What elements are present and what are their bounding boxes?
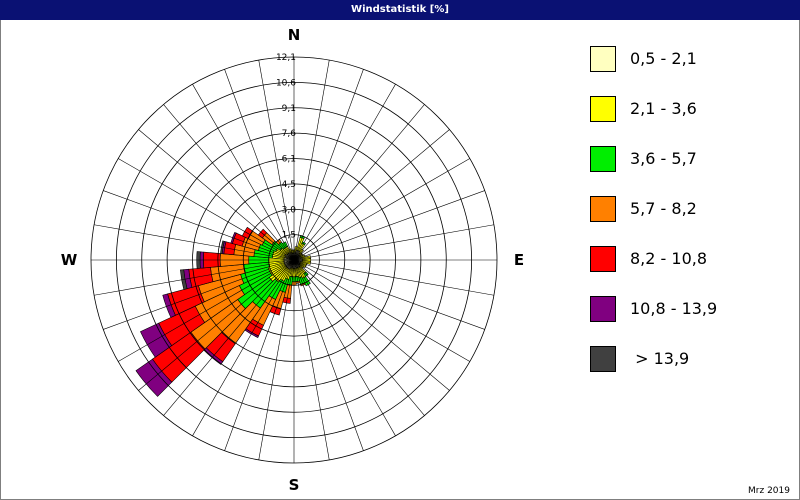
legend-label: 3,6 - 5,7	[630, 149, 697, 168]
grid-spoke	[163, 259, 295, 416]
radial-tick-labels: 1,5 3,0 4,5 6,1 7,6 9,1 10,6 12,1	[276, 53, 296, 241]
grid-spoke	[94, 259, 295, 296]
legend-swatch	[590, 46, 616, 72]
grid-spoke	[293, 60, 330, 261]
radial-tick-label: 1,5	[282, 231, 296, 241]
grid-spoke	[224, 259, 295, 451]
grid-spoke	[293, 224, 494, 261]
grid-spoke	[293, 69, 364, 261]
grid-spoke	[103, 190, 295, 261]
legend-label: 8,2 - 10,8	[630, 249, 708, 268]
legend-swatch	[590, 296, 616, 322]
legend-swatch	[590, 96, 616, 122]
grid-spoke	[293, 259, 396, 436]
polar-grid	[90, 56, 498, 464]
legend-item: 5,7 - 8,2	[590, 196, 790, 224]
legend-item: 2,1 - 3,6	[590, 96, 790, 124]
grid-spoke	[293, 259, 425, 416]
grid-spoke	[293, 259, 485, 330]
grid-spoke	[293, 158, 470, 261]
direction-label-e: E	[514, 251, 524, 269]
grid-spoke	[138, 259, 295, 391]
grid-spoke	[258, 60, 295, 261]
legend-item: 0,5 - 2,1	[590, 46, 790, 74]
radial-tick-label: 12,1	[276, 53, 296, 63]
grid-spoke	[224, 69, 295, 261]
radial-tick-label: 3,0	[282, 205, 297, 215]
legend-swatch	[590, 246, 616, 272]
radial-tick-label: 6,1	[282, 155, 296, 165]
legend-swatch	[590, 346, 616, 372]
grid-spoke	[293, 190, 485, 261]
legend-label: 10,8 - 13,9	[630, 299, 718, 318]
legend-item: 3,6 - 5,7	[590, 146, 790, 174]
grid-spoke	[192, 259, 295, 436]
radial-tick-label: 9,1	[282, 104, 296, 114]
grid-spoke	[293, 259, 330, 460]
grid-spoke	[258, 259, 295, 460]
direction-label-n: N	[288, 26, 301, 44]
legend-swatch	[590, 196, 616, 222]
legend-item: 8,2 - 10,8	[590, 246, 790, 274]
grid-spoke	[103, 259, 295, 330]
grid-spoke	[163, 104, 295, 261]
footnote: Mrz 2019	[748, 486, 790, 496]
wind-wedge	[140, 322, 173, 358]
grid-spoke	[118, 158, 295, 261]
grid-spoke	[293, 259, 364, 451]
legend-label: 5,7 - 8,2	[630, 199, 697, 218]
grid-spoke	[293, 104, 425, 261]
grid-spoke	[192, 84, 295, 261]
direction-label-s: S	[289, 476, 300, 494]
legend-item: > 13,9	[590, 346, 790, 374]
grid-spoke	[293, 259, 494, 296]
radial-tick-label: 4,5	[282, 180, 296, 190]
legend-label: > 13,9	[630, 349, 690, 368]
grid-spoke	[293, 129, 450, 261]
grid-spoke	[293, 84, 396, 261]
legend-swatch	[590, 146, 616, 172]
grid-spoke	[118, 259, 295, 362]
radial-tick-label: 7,6	[282, 129, 297, 139]
legend-label: 0,5 - 2,1	[630, 49, 697, 68]
direction-labels: N E S W	[61, 26, 524, 494]
direction-label-w: W	[61, 251, 78, 269]
legend-item: 10,8 - 13,9	[590, 296, 790, 324]
grid-spoke	[293, 259, 470, 362]
grid-spoke	[94, 224, 295, 261]
radial-tick-label: 10,6	[276, 78, 296, 88]
grid-spoke	[138, 129, 295, 261]
legend-label: 2,1 - 3,6	[630, 99, 697, 118]
grid-spoke	[293, 259, 450, 391]
chart-title: Windstatistik [%]	[0, 0, 800, 20]
